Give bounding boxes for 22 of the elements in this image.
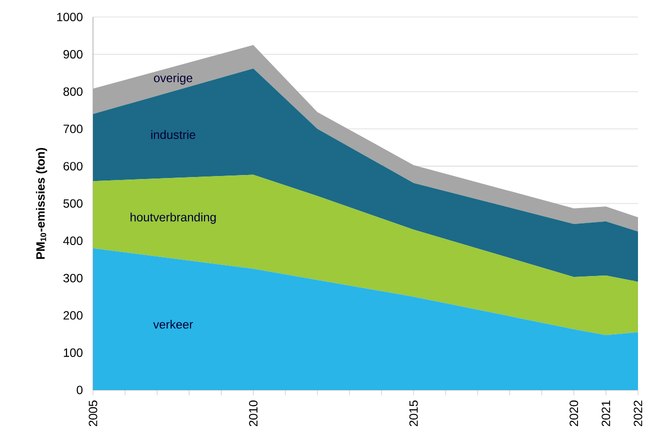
x-tick-label: 2005 [88, 400, 98, 426]
x-tick-label: 2010 [249, 400, 258, 426]
y-tick-label: 800 [63, 87, 83, 96]
series-label: industrie [151, 130, 196, 139]
series-label: verkeer [153, 320, 193, 329]
y-tick-label: 100 [64, 348, 83, 357]
y-tick-label: 200 [64, 311, 83, 320]
y-tick-label: 0 [76, 386, 83, 394]
y-tick-label: 700 [64, 124, 83, 134]
x-tick-label: 2021 [602, 400, 610, 426]
x-tick-label: 2022 [634, 400, 642, 426]
y-axis-title: PM$_{10}$-emissies (ton) [36, 148, 48, 259]
y-tick-label: 1000 [57, 12, 82, 22]
y-tick-label: 900 [64, 50, 83, 59]
series-label: houtverbranding [130, 212, 216, 224]
y-tick-label: 500 [63, 199, 83, 208]
x-tick-label: 2015 [409, 400, 418, 426]
y-tick-label: 400 [63, 236, 83, 246]
y-tick-label: 300 [63, 274, 83, 282]
series-label: overige [154, 73, 192, 85]
y-tick-label: 600 [64, 162, 83, 170]
x-tick-label: 2020 [570, 400, 578, 426]
